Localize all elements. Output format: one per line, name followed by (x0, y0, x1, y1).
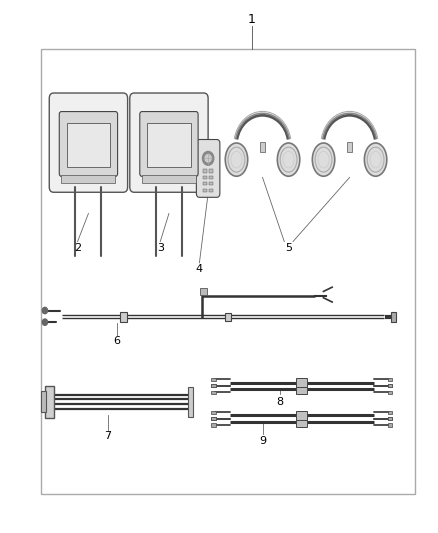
FancyBboxPatch shape (130, 93, 208, 192)
Bar (347, 142, 352, 152)
Bar (203, 169, 207, 173)
Bar (225, 313, 231, 321)
Bar (142, 175, 196, 183)
Text: 5: 5 (285, 243, 292, 253)
Circle shape (42, 308, 47, 314)
Text: 1: 1 (248, 13, 256, 27)
Bar (297, 417, 307, 426)
Text: 2: 2 (74, 243, 81, 253)
Bar (211, 378, 215, 381)
Bar (388, 378, 392, 381)
Text: 7: 7 (104, 431, 112, 441)
Ellipse shape (277, 143, 300, 176)
Text: 3: 3 (157, 243, 164, 253)
Bar (388, 417, 392, 420)
Bar (61, 175, 116, 183)
Bar (200, 288, 207, 295)
Bar (42, 391, 46, 413)
Bar (211, 423, 215, 426)
Bar (211, 391, 215, 394)
Bar (297, 378, 307, 387)
Bar (388, 384, 392, 387)
Bar (209, 176, 213, 179)
Bar (41, 49, 415, 495)
FancyBboxPatch shape (49, 93, 127, 192)
Circle shape (202, 151, 214, 165)
Bar (260, 142, 265, 152)
FancyBboxPatch shape (59, 111, 117, 176)
Bar (203, 182, 207, 185)
Circle shape (205, 155, 211, 162)
Bar (203, 189, 207, 192)
Bar (45, 386, 54, 418)
Bar (209, 169, 213, 173)
Ellipse shape (364, 143, 387, 176)
Bar (297, 384, 307, 394)
Text: 4: 4 (196, 264, 203, 274)
FancyBboxPatch shape (196, 140, 220, 197)
Bar (297, 411, 307, 420)
Text: 9: 9 (259, 437, 266, 447)
Bar (187, 387, 193, 417)
Bar (388, 384, 392, 387)
Bar (388, 391, 392, 394)
Bar (211, 411, 215, 414)
Bar (120, 312, 127, 321)
Bar (388, 417, 392, 420)
Ellipse shape (312, 143, 335, 176)
Bar (211, 417, 215, 420)
Bar (209, 189, 213, 192)
FancyBboxPatch shape (140, 111, 198, 176)
Bar (147, 123, 191, 167)
Bar (203, 176, 207, 179)
Circle shape (42, 319, 47, 325)
Bar (388, 411, 392, 414)
Ellipse shape (225, 143, 248, 176)
Text: 6: 6 (113, 336, 120, 346)
Bar (209, 182, 213, 185)
Bar (211, 384, 215, 387)
Bar (388, 423, 392, 426)
Text: 8: 8 (276, 397, 283, 407)
Bar (211, 417, 215, 420)
Bar (211, 384, 215, 387)
Bar (67, 123, 110, 167)
Bar (391, 312, 396, 322)
